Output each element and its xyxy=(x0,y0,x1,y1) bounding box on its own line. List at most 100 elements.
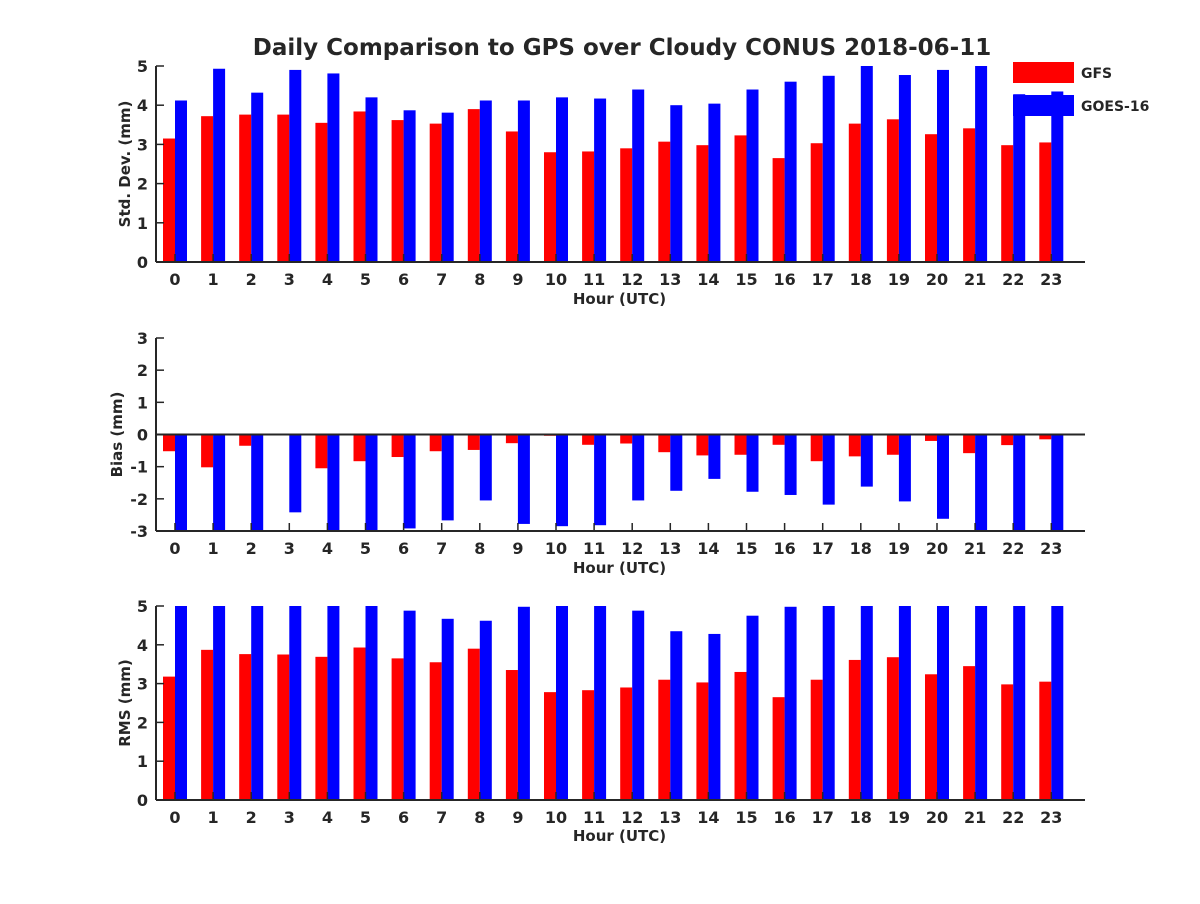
legend-swatch-goes-16 xyxy=(1013,95,1074,116)
bar-goes-16-23 xyxy=(1051,434,1064,531)
x-tick-label: 19 xyxy=(888,539,910,558)
bar-goes-16-1 xyxy=(213,434,226,531)
x-tick-label: 2 xyxy=(246,270,257,289)
bar-goes-16-4 xyxy=(327,73,340,262)
bar-goes-16-21 xyxy=(975,434,988,531)
bar-goes-16-11 xyxy=(594,434,607,526)
bar-gfs-2 xyxy=(239,114,252,262)
x-tick-label: 23 xyxy=(1040,808,1062,827)
x-tick-label: 12 xyxy=(621,808,643,827)
bar-gfs-18 xyxy=(848,659,861,800)
bar-gfs-12 xyxy=(620,148,633,262)
bar-goes-16-0 xyxy=(175,606,187,800)
x-tick-label: 8 xyxy=(474,270,485,289)
bar-goes-16-3 xyxy=(289,606,302,800)
x-tick-label: 6 xyxy=(398,808,409,827)
x-tick-label: 18 xyxy=(850,808,872,827)
x-tick-label: 18 xyxy=(850,539,872,558)
bar-goes-16-16 xyxy=(784,434,797,495)
bar-goes-16-4 xyxy=(327,606,340,800)
y-tick-label: 1 xyxy=(137,752,148,771)
bar-goes-16-23 xyxy=(1051,606,1064,800)
bar-gfs-14 xyxy=(696,434,709,456)
bar-goes-16-18 xyxy=(860,434,873,487)
bar-gfs-22 xyxy=(1001,434,1014,446)
bar-goes-16-12 xyxy=(632,610,645,800)
bar-gfs-1 xyxy=(201,649,214,800)
bar-gfs-9 xyxy=(505,131,518,262)
bar-goes-16-13 xyxy=(670,631,683,800)
y-tick-label: -1 xyxy=(130,458,148,477)
bar-goes-16-19 xyxy=(898,434,911,502)
bar-goes-16-17 xyxy=(822,75,835,262)
x-tick-label: 14 xyxy=(697,270,719,289)
x-tick-label: 16 xyxy=(773,270,795,289)
x-tick-label: 1 xyxy=(208,270,219,289)
x-tick-label: 5 xyxy=(360,270,371,289)
bar-goes-16-6 xyxy=(403,110,416,263)
bar-gfs-5 xyxy=(353,434,366,462)
bar-gfs-21 xyxy=(963,128,976,262)
y-tick-label: 4 xyxy=(137,96,148,115)
bar-goes-16-3 xyxy=(289,434,302,513)
bar-gfs-7 xyxy=(429,123,442,263)
bar-gfs-17 xyxy=(810,434,823,462)
bar-gfs-4 xyxy=(315,656,328,800)
bar-gfs-1 xyxy=(201,434,214,468)
bar-gfs-9 xyxy=(505,434,518,444)
x-tick-label: 11 xyxy=(583,539,605,558)
bar-goes-16-9 xyxy=(517,100,530,262)
legend-label-goes-16: GOES-16 xyxy=(1081,99,1149,115)
x-tick-label: 13 xyxy=(659,270,681,289)
y-axis-label: RMS (mm) xyxy=(116,659,134,746)
x-tick-label: 15 xyxy=(735,270,757,289)
y-tick-label: 5 xyxy=(137,597,148,616)
y-tick-label: 2 xyxy=(137,361,148,380)
y-tick-label: 4 xyxy=(137,636,148,655)
x-tick-label: 7 xyxy=(436,270,447,289)
y-tick-label: 1 xyxy=(137,214,148,233)
bar-gfs-22 xyxy=(1001,684,1014,800)
bar-gfs-7 xyxy=(429,434,442,452)
bar-gfs-2 xyxy=(239,654,252,800)
bar-goes-16-18 xyxy=(860,66,873,262)
bar-gfs-6 xyxy=(391,658,404,800)
bar-goes-16-7 xyxy=(441,112,454,262)
bar-goes-16-15 xyxy=(746,615,759,800)
bar-goes-16-20 xyxy=(937,606,949,800)
x-tick-label: 8 xyxy=(474,808,485,827)
x-tick-label: 22 xyxy=(1002,808,1024,827)
x-tick-label: 2 xyxy=(246,539,257,558)
bar-gfs-18 xyxy=(848,123,861,263)
bar-goes-16-5 xyxy=(365,97,378,262)
x-tick-label: 13 xyxy=(659,539,681,558)
bar-gfs-0 xyxy=(163,138,175,262)
bar-goes-16-14 xyxy=(708,434,721,479)
x-tick-label: 10 xyxy=(545,808,567,827)
y-tick-label: 3 xyxy=(137,675,148,694)
bar-gfs-15 xyxy=(734,434,747,455)
bar-goes-16-1 xyxy=(213,606,226,800)
bar-gfs-17 xyxy=(810,679,823,800)
bar-gfs-21 xyxy=(963,666,976,800)
y-tick-label: 0 xyxy=(137,253,148,272)
bar-gfs-9 xyxy=(505,670,518,800)
bar-goes-16-7 xyxy=(441,434,454,521)
bar-gfs-20 xyxy=(925,434,937,441)
bar-goes-16-10 xyxy=(556,97,568,262)
bar-gfs-15 xyxy=(734,135,747,262)
y-tick-label: 2 xyxy=(137,713,148,732)
x-tick-label: 3 xyxy=(284,539,295,558)
bar-goes-16-7 xyxy=(441,618,454,800)
x-tick-label: 6 xyxy=(398,270,409,289)
x-tick-label: 11 xyxy=(583,808,605,827)
x-tick-label: 10 xyxy=(545,539,567,558)
x-tick-label: 2 xyxy=(246,808,257,827)
bar-goes-16-11 xyxy=(594,606,607,800)
bar-gfs-0 xyxy=(163,676,175,800)
bar-gfs-20 xyxy=(925,674,937,800)
bar-gfs-21 xyxy=(963,434,976,454)
